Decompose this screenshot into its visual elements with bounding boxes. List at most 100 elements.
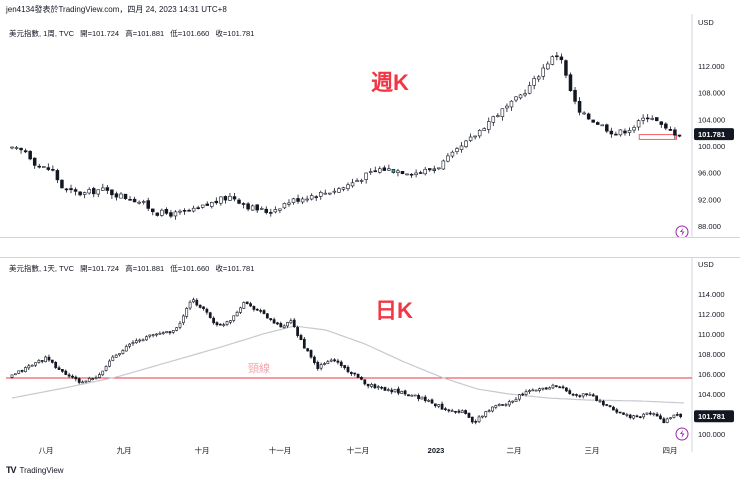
candle-body bbox=[333, 359, 336, 362]
candle-body bbox=[474, 421, 478, 423]
weekly-chart-panel[interactable]: 美元指數, 1周, TVC 開=101.724 高=101.881 低=101.… bbox=[0, 14, 740, 238]
candle-body bbox=[47, 356, 51, 361]
candle-body bbox=[13, 373, 17, 376]
candle-body bbox=[269, 212, 273, 214]
candle-body bbox=[396, 170, 400, 173]
candle-body bbox=[210, 202, 214, 207]
candle-body bbox=[450, 151, 455, 157]
candle-body bbox=[173, 211, 178, 217]
candle-body bbox=[272, 319, 276, 324]
candle-body bbox=[108, 360, 111, 367]
candle-body bbox=[141, 201, 146, 203]
candle-body bbox=[252, 306, 256, 310]
candle-body bbox=[595, 122, 600, 125]
x-tick-label: 十月 bbox=[195, 445, 210, 455]
y-tick-label: 114.000 bbox=[698, 290, 725, 299]
candle-body bbox=[536, 76, 541, 80]
candle-body bbox=[477, 416, 481, 423]
candle-body bbox=[17, 370, 21, 374]
candle-body bbox=[433, 403, 437, 407]
candle-body bbox=[69, 188, 73, 191]
lightning-bolt-icon bbox=[680, 430, 685, 438]
x-tick-label: 二月 bbox=[507, 446, 522, 455]
candle-body bbox=[19, 147, 23, 151]
candle-body bbox=[77, 378, 81, 383]
candle-body bbox=[484, 411, 488, 417]
candle-body bbox=[265, 313, 269, 319]
candle-body bbox=[336, 360, 340, 363]
x-tick-label: 八月 bbox=[39, 446, 54, 455]
candle-body bbox=[306, 348, 310, 352]
candle-body bbox=[119, 193, 123, 199]
candle-body bbox=[418, 172, 423, 174]
candle-body bbox=[78, 191, 82, 196]
weekly-candles-svg: USD 112.000 108.000 104.000 100.000 96.000 92.… bbox=[10, 14, 734, 238]
candle-body bbox=[409, 173, 414, 176]
candle-body bbox=[441, 160, 446, 170]
candle-body bbox=[675, 414, 679, 416]
candle-body bbox=[541, 67, 545, 77]
candle-body bbox=[55, 170, 60, 181]
x-tick-label: 三月 bbox=[585, 446, 600, 455]
candle-body bbox=[84, 380, 88, 383]
candle-body bbox=[491, 406, 494, 412]
candle-body bbox=[346, 366, 350, 373]
candle-body bbox=[46, 167, 51, 170]
weekly-open-value: 開=101.724 bbox=[80, 29, 120, 38]
tradingview-logo[interactable]: TV TradingView bbox=[6, 465, 64, 475]
candle-body bbox=[114, 354, 118, 358]
candle-body bbox=[123, 193, 128, 199]
candle-body bbox=[28, 151, 32, 160]
candle-body bbox=[313, 356, 316, 364]
candle-body bbox=[612, 406, 615, 411]
candle-body bbox=[296, 198, 300, 202]
candle-body bbox=[672, 414, 676, 418]
daily-chart-panel[interactable]: 美元指數, 1天, TVC 開=101.724 高=101.881 低=101.… bbox=[0, 258, 740, 460]
candle-body bbox=[511, 400, 515, 403]
candle-body bbox=[299, 335, 303, 340]
candle-body bbox=[524, 391, 528, 395]
candle-body bbox=[73, 189, 78, 192]
candle-body bbox=[665, 418, 669, 423]
candle-body bbox=[314, 196, 318, 198]
candle-body bbox=[10, 146, 14, 149]
candle-body bbox=[155, 333, 158, 336]
candle-body bbox=[504, 404, 508, 406]
moving-average-line bbox=[11, 325, 685, 404]
candle-body bbox=[568, 390, 572, 394]
candle-body bbox=[264, 208, 269, 213]
candle-body bbox=[96, 189, 101, 195]
candle-body bbox=[296, 327, 299, 336]
candle-body bbox=[165, 331, 168, 334]
candle-body bbox=[132, 198, 137, 203]
currency-label: USD bbox=[698, 260, 714, 269]
candle-body bbox=[300, 198, 305, 203]
y-tick-label: 100.000 bbox=[698, 430, 725, 439]
candle-body bbox=[23, 150, 28, 153]
candle-body bbox=[627, 130, 632, 133]
candle-body bbox=[591, 119, 595, 123]
lightning-bolt-icon bbox=[680, 228, 685, 236]
candle-body bbox=[128, 198, 132, 201]
weekly-high-value: 高=101.881 bbox=[125, 29, 165, 38]
candle-body bbox=[245, 301, 249, 305]
candle-body bbox=[91, 378, 95, 381]
candle-body bbox=[491, 116, 496, 123]
candle-body bbox=[278, 208, 282, 211]
x-tick-label: 四月 bbox=[663, 446, 678, 455]
candle-body bbox=[598, 400, 602, 403]
candle-body bbox=[437, 167, 441, 170]
y-tick-label: 104.000 bbox=[698, 115, 725, 124]
candle-body bbox=[232, 315, 236, 321]
candle-body bbox=[555, 55, 559, 58]
candle-body bbox=[405, 173, 409, 176]
candle-body bbox=[168, 331, 172, 334]
candle-body bbox=[343, 365, 347, 369]
candle-body bbox=[104, 366, 108, 371]
candle-body bbox=[383, 387, 387, 391]
candle-body bbox=[118, 353, 121, 356]
candle-body bbox=[673, 129, 677, 136]
candle-body bbox=[138, 339, 142, 342]
candle-body bbox=[641, 117, 645, 121]
candle-body bbox=[101, 187, 105, 191]
